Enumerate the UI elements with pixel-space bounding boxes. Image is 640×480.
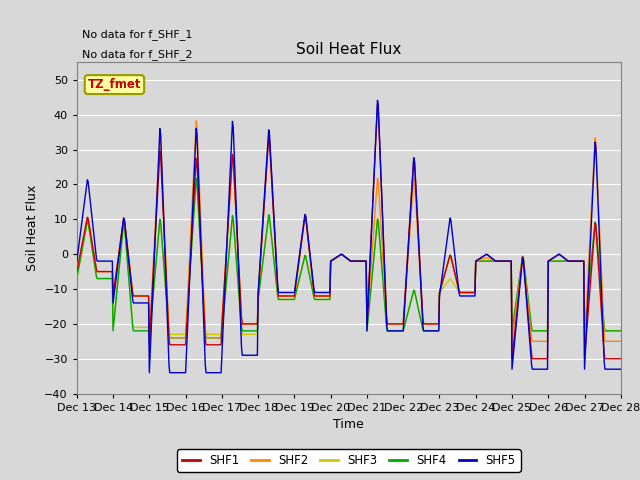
Legend: SHF1, SHF2, SHF3, SHF4, SHF5: SHF1, SHF2, SHF3, SHF4, SHF5 [177,449,520,472]
Text: TZ_fmet: TZ_fmet [88,78,141,91]
Text: No data for f_SHF_2: No data for f_SHF_2 [82,49,193,60]
Title: Soil Heat Flux: Soil Heat Flux [296,42,401,57]
Text: No data for f_SHF_1: No data for f_SHF_1 [82,29,193,40]
X-axis label: Time: Time [333,418,364,431]
Y-axis label: Soil Heat Flux: Soil Heat Flux [26,185,38,271]
